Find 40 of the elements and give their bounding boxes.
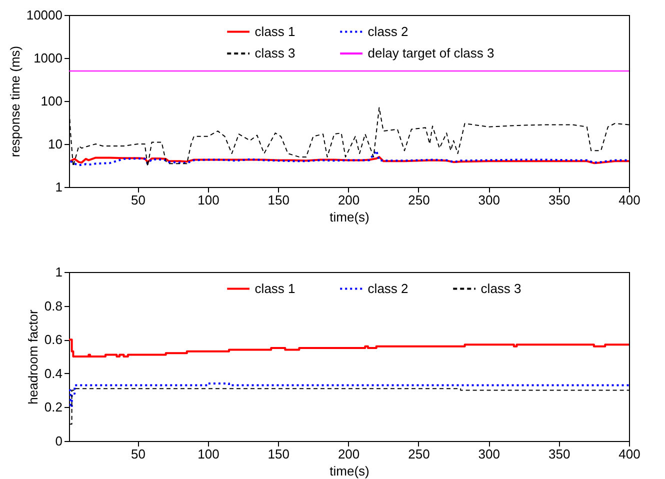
x-tick-label: 100 bbox=[198, 192, 220, 208]
x-tick-label: 200 bbox=[338, 446, 360, 462]
x-tick-label: 350 bbox=[548, 446, 570, 462]
x-tick-label: 150 bbox=[268, 192, 290, 208]
legend-label: class 2 bbox=[368, 24, 408, 39]
x-tick-label: 300 bbox=[478, 446, 500, 462]
x-tick-label: 350 bbox=[548, 192, 570, 208]
legend-label: class 3 bbox=[254, 46, 296, 60]
x-tick-label: 400 bbox=[618, 446, 640, 462]
x-tick-label: 250 bbox=[408, 446, 430, 462]
y-tick-label: 10 bbox=[48, 136, 62, 152]
x-tick-label: 150 bbox=[268, 446, 290, 462]
x-tick-label: 400 bbox=[618, 192, 640, 208]
y-tick-label: 1 bbox=[55, 180, 62, 194]
y-axis-title: headroom factor bbox=[25, 309, 40, 404]
line-series bbox=[69, 150, 629, 166]
x-tick-label: 200 bbox=[338, 192, 360, 208]
x-axis-title: time(s) bbox=[330, 464, 370, 478]
y-tick-label: 0.4 bbox=[44, 366, 62, 381]
y-tick-label: 10000 bbox=[26, 8, 62, 22]
y-tick-label: 1 bbox=[55, 264, 62, 280]
x-tick-label: 250 bbox=[408, 192, 430, 208]
y-tick-label: 0 bbox=[55, 434, 62, 448]
legend-label: class 2 bbox=[368, 280, 408, 296]
legend-label: delay target of class 3 bbox=[368, 46, 494, 60]
y-tick-label: 0.8 bbox=[44, 298, 62, 314]
x-axis-title: time(s) bbox=[330, 210, 370, 224]
y-tick-label: 100 bbox=[40, 94, 62, 108]
legend-label: class 3 bbox=[480, 280, 522, 296]
x-tick-label: 300 bbox=[478, 192, 500, 208]
x-tick-label: 50 bbox=[131, 192, 146, 208]
legend-label: class 1 bbox=[254, 280, 296, 296]
y-tick-label: 1000 bbox=[34, 50, 62, 66]
y-tick-label: 0.6 bbox=[44, 332, 62, 348]
legend-label: class 1 bbox=[254, 24, 296, 39]
x-tick-label: 100 bbox=[198, 446, 220, 462]
y-axis-title: response time (ms) bbox=[7, 46, 22, 158]
x-tick-label: 50 bbox=[131, 446, 146, 462]
y-tick-label: 0.2 bbox=[44, 400, 62, 415]
line-series bbox=[69, 156, 629, 164]
